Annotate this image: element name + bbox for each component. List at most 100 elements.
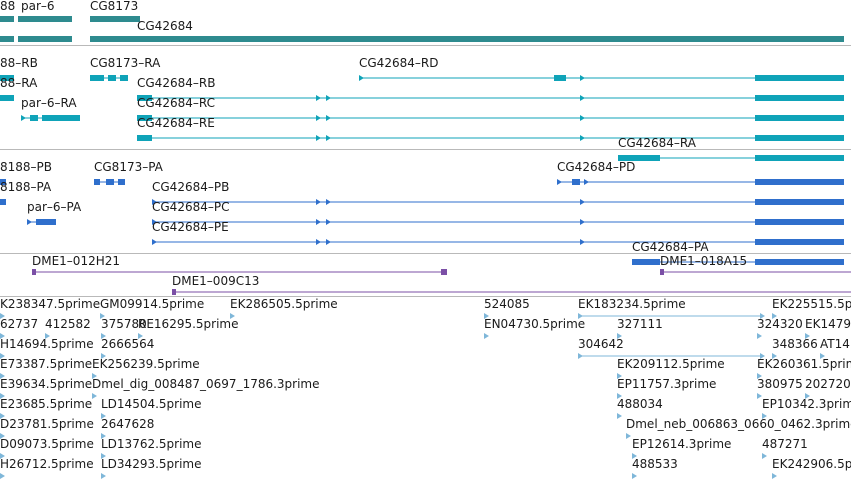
gene-feature[interactable]: [18, 36, 72, 42]
transcript-strand-arrow: [580, 95, 585, 101]
gene-feature[interactable]: [90, 36, 140, 42]
feature-label: CG42684–RE: [137, 116, 215, 130]
transcript-exon[interactable]: [755, 95, 844, 101]
transcript-exon[interactable]: [0, 75, 14, 81]
feature-canvas: [32, 269, 851, 295]
transcript-exon[interactable]: [30, 115, 38, 121]
est-strand-arrow: [101, 413, 106, 419]
est-strand-arrow: [757, 373, 762, 379]
transcript-exon[interactable]: [755, 115, 844, 121]
transcript-strand-arrow: [580, 75, 585, 81]
transcript-exon[interactable]: [755, 135, 844, 141]
transcript-exon[interactable]: [0, 179, 6, 185]
transcript-exon[interactable]: [94, 179, 100, 185]
transcript-strand-arrow: [359, 75, 364, 81]
feature-label: EK286505.5prime: [230, 297, 338, 311]
transcript-exon[interactable]: [0, 199, 6, 205]
feature-label: 488034: [617, 397, 663, 411]
transcript-exon[interactable]: [618, 155, 630, 161]
transcript-strand-arrow: [27, 219, 32, 225]
feature-label: 304642: [578, 337, 624, 351]
track-separator-genes: [0, 45, 851, 46]
feature-label: EK256239.5prime: [92, 357, 200, 371]
transcript-exon[interactable]: [630, 155, 660, 161]
est-strand-arrow: [578, 313, 583, 319]
transcript-exon[interactable]: [42, 115, 80, 121]
transcript-strand-arrow: [152, 239, 157, 245]
feature-label: 380975: [757, 377, 803, 391]
transcript-strand-arrow: [316, 95, 321, 101]
feature-label: 488533: [632, 457, 678, 471]
transcript-strand-arrow: [316, 135, 321, 141]
feature-label: 88: [0, 0, 16, 13]
transcript-exon[interactable]: [118, 179, 125, 185]
transcript-exon[interactable]: [755, 239, 844, 245]
transcript-exon[interactable]: [755, 179, 844, 185]
transcript-strand-arrow: [580, 219, 585, 225]
est-strand-arrow: [772, 353, 777, 359]
est-strand-arrow: [101, 353, 106, 359]
transcript-strand-arrow: [580, 115, 585, 121]
est-strand-arrow: [0, 373, 5, 379]
feature-label: 2666564: [101, 337, 155, 351]
transcript-exon[interactable]: [137, 135, 152, 141]
transcript-exon[interactable]: [120, 75, 128, 81]
transcript-exon[interactable]: [137, 95, 152, 101]
est-strand-arrow: [0, 433, 5, 439]
transcript-exon[interactable]: [572, 179, 580, 185]
feature-label: par–6–RA: [21, 96, 77, 110]
feature-label: AT14: [820, 337, 850, 351]
feature-label: 375780: [101, 317, 147, 331]
clone-end[interactable]: [660, 269, 664, 275]
feature-label: 327111: [617, 317, 663, 331]
transcript-exon[interactable]: [755, 219, 844, 225]
transcript-exon[interactable]: [106, 179, 114, 185]
transcript-exon[interactable]: [554, 75, 566, 81]
feature-label: DME1–009C13: [172, 274, 260, 288]
feature-label: E23685.5prime: [0, 397, 93, 411]
gene-feature[interactable]: [0, 36, 14, 42]
transcript-exon[interactable]: [0, 95, 14, 101]
transcript-strand-arrow: [580, 199, 585, 205]
transcript-exon[interactable]: [755, 155, 844, 161]
transcript-exon[interactable]: [764, 75, 844, 81]
transcript-strand-arrow: [557, 179, 562, 185]
feature-label: 487271: [762, 437, 808, 451]
est-strand-arrow: [617, 413, 622, 419]
feature-label: CG42684–PA: [632, 240, 709, 254]
feature-label: EK183234.5prime: [578, 297, 686, 311]
transcript-exon[interactable]: [632, 259, 660, 265]
est-strand-arrow: [757, 333, 762, 339]
est-strand-arrow: [762, 453, 767, 459]
transcript-exon[interactable]: [36, 219, 56, 225]
transcript-exon[interactable]: [755, 199, 844, 205]
feature-label: CG42684–PE: [152, 220, 229, 234]
est-strand-arrow: [772, 313, 777, 319]
clone-end[interactable]: [172, 289, 176, 295]
transcript-exon[interactable]: [108, 75, 116, 81]
feature-label: GM09914.5prime: [100, 297, 205, 311]
feature-label: LD14504.5prime: [101, 397, 202, 411]
feature-label: par–6–PA: [27, 200, 82, 214]
feature-label: 62737: [0, 317, 39, 331]
gene-feature[interactable]: [90, 16, 140, 22]
transcript-exon[interactable]: [755, 259, 844, 265]
transcript-exon[interactable]: [90, 75, 104, 81]
feature-label: 2647628: [101, 417, 155, 431]
gene-feature[interactable]: [137, 36, 844, 42]
feature-label: LD34293.5prime: [101, 457, 202, 471]
feature-label: CG42684–RA: [618, 136, 696, 150]
transcript-strand-arrow: [326, 135, 331, 141]
transcript-exon[interactable]: [137, 115, 152, 121]
est-strand-arrow: [0, 353, 5, 359]
gene-feature[interactable]: [18, 16, 72, 22]
clone-end[interactable]: [32, 269, 36, 275]
gene-feature[interactable]: [0, 16, 14, 22]
est-strand-arrow: [101, 473, 106, 479]
feature-label: EK242906.5prime: [772, 457, 851, 471]
feature-label: CG42684–RB: [137, 76, 216, 90]
transcript-exon[interactable]: [755, 75, 764, 81]
est-strand-arrow: [484, 333, 489, 339]
clone-end[interactable]: [441, 269, 447, 275]
